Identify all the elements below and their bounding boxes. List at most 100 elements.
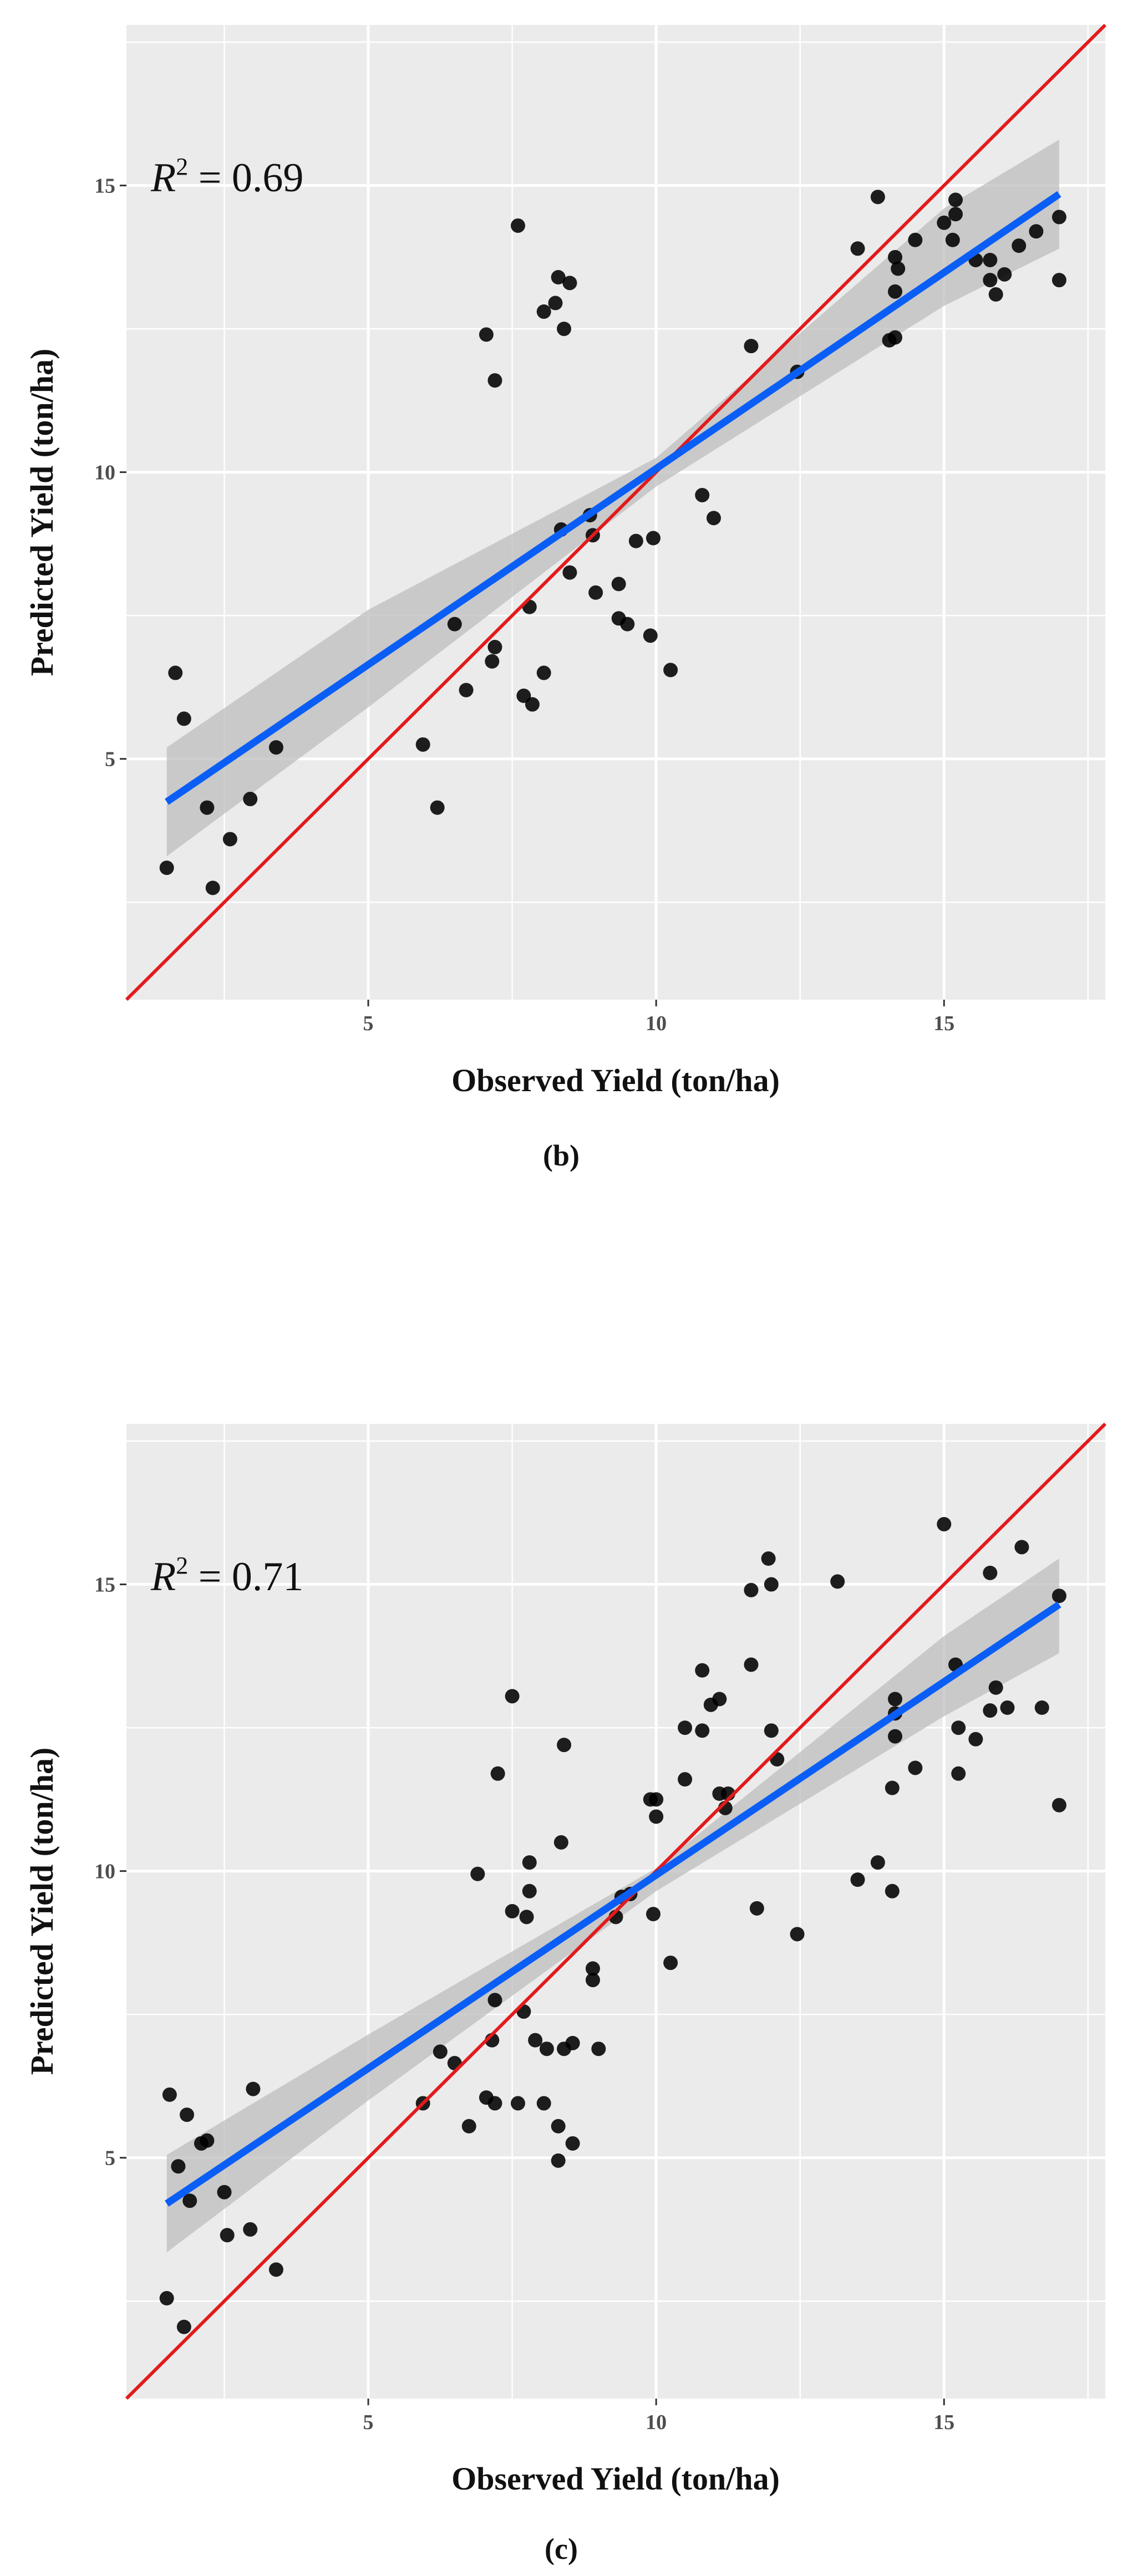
tick-labels: 5 10 15 5 10 15 (94, 1574, 954, 2434)
x-axis-title: Observed Yield (ton/ha) (451, 1062, 780, 1098)
data-point (830, 1574, 845, 1589)
y-axis-title: Predicted Yield (ton/ha) (24, 1748, 60, 2075)
data-point (200, 2133, 215, 2148)
data-point (430, 800, 445, 815)
x-tick-label: 5 (363, 2411, 374, 2434)
data-point (479, 327, 494, 342)
identity-line (125, 1422, 1107, 2400)
data-point (744, 1582, 759, 1597)
data-point (222, 832, 237, 847)
chart-panel-b: 5 10 15 5 10 15 R2 = 0.69 Observed Yield (ton… (24, 23, 1107, 1172)
x-tick-label: 15 (933, 1012, 954, 1035)
data-point (522, 1883, 537, 1898)
tick-labels: 5 10 15 5 10 15 (94, 175, 954, 1035)
data-point (470, 1866, 485, 1881)
data-point (487, 640, 502, 655)
x-tick-label: 5 (363, 1012, 374, 1035)
data-point (663, 663, 678, 678)
data-point (1051, 1589, 1066, 1603)
data-point (459, 683, 474, 698)
data-point (585, 1961, 600, 1976)
data-point (908, 1760, 923, 1775)
data-point (678, 1720, 693, 1735)
data-point (168, 665, 183, 680)
data-point (945, 232, 960, 247)
data-point (585, 1973, 600, 1988)
reference-lines (125, 1422, 1107, 2400)
data-point (487, 1993, 502, 2008)
data-point (268, 740, 283, 755)
data-point (891, 261, 906, 276)
data-point (649, 1792, 664, 1807)
data-point (988, 287, 1003, 302)
data-point (180, 2107, 195, 2122)
data-point (591, 2042, 606, 2056)
data-point (1034, 1700, 1049, 1715)
data-point (548, 296, 563, 310)
data-point (557, 322, 572, 337)
data-point (908, 232, 923, 247)
data-point (707, 511, 721, 526)
data-point (712, 1692, 727, 1707)
data-point (182, 2193, 197, 2208)
data-point (951, 1766, 966, 1781)
reference-lines (125, 23, 1107, 1001)
data-point (220, 2228, 235, 2243)
regression-line (165, 1601, 1061, 2207)
data-point (505, 1689, 520, 1704)
data-point (646, 1907, 660, 1922)
x-axis-title: Observed Yield (ton/ha) (451, 2461, 780, 2497)
data-point (749, 1901, 764, 1916)
data-point (505, 1904, 520, 1918)
data-point (246, 2081, 261, 2096)
data-point (171, 2159, 186, 2174)
data-point (565, 2136, 580, 2151)
data-point (1051, 210, 1066, 225)
data-point (888, 330, 903, 345)
data-point (870, 1855, 885, 1870)
data-point (588, 585, 603, 600)
data-point (415, 737, 430, 752)
data-point (565, 2035, 580, 2050)
panel-label: (b) (543, 1139, 580, 1172)
y-axis-title: Predicted Yield (ton/ha) (24, 349, 60, 676)
data-point (217, 2185, 232, 2200)
data-point (643, 628, 658, 643)
data-point (764, 1577, 779, 1592)
x-tick-label: 10 (646, 2411, 667, 2434)
data-point (888, 1692, 903, 1707)
data-point (551, 2153, 566, 2168)
data-point (695, 487, 710, 502)
data-point (562, 276, 577, 291)
data-point (850, 241, 865, 256)
regression-line (165, 191, 1061, 805)
data-point (761, 1551, 776, 1566)
data-point (461, 2119, 476, 2134)
data-point (487, 373, 502, 388)
data-point (200, 800, 215, 815)
data-point (968, 1732, 983, 1747)
data-point (983, 273, 998, 288)
data-point (888, 284, 903, 299)
data-point (205, 880, 220, 895)
data-point (243, 2222, 258, 2237)
data-point (695, 1663, 710, 1678)
data-point (885, 1780, 900, 1795)
data-point (764, 1723, 779, 1738)
y-tick-label: 10 (94, 461, 115, 485)
data-point (888, 1729, 903, 1744)
data-point (948, 192, 963, 207)
data-point (1000, 1700, 1015, 1715)
data-point (983, 1703, 998, 1718)
data-point (159, 2291, 174, 2306)
data-point (536, 2096, 551, 2111)
y-tick-label: 15 (94, 1574, 115, 1597)
data-point (268, 2262, 283, 2277)
y-tick-label: 5 (105, 2147, 115, 2170)
data-point (885, 1883, 900, 1898)
data-point (695, 1723, 710, 1738)
data-point (485, 654, 500, 669)
data-point (551, 270, 566, 285)
data-point (951, 1720, 966, 1735)
